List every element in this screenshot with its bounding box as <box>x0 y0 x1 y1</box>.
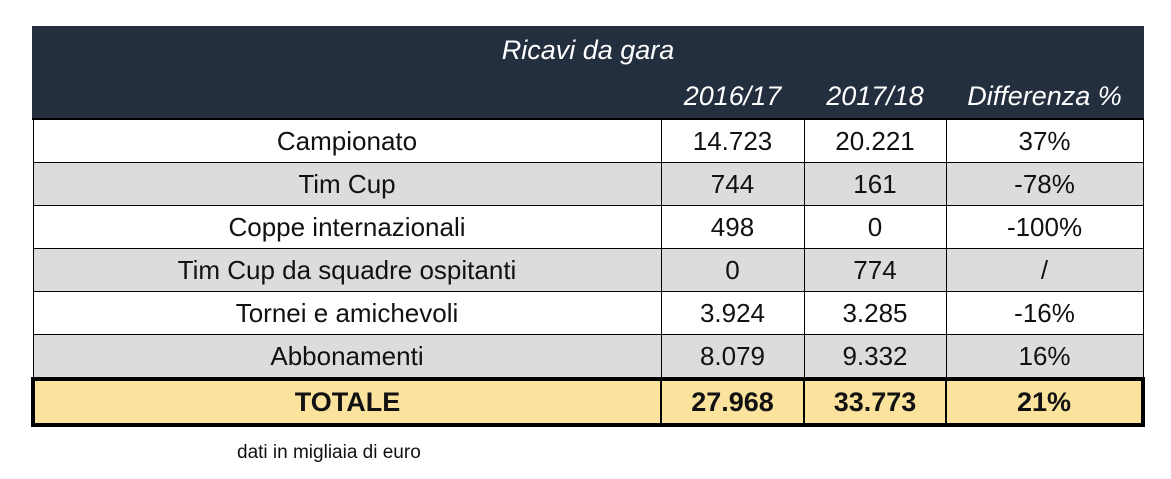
row-diff: / <box>945 248 1144 292</box>
row-value-2017-18: 3.285 <box>803 291 947 335</box>
column-header-label <box>32 72 662 120</box>
row-value-2017-18: 161 <box>803 162 947 206</box>
column-header-row: 2016/17 2017/18 Differenza % <box>32 72 1145 120</box>
row-label: Tim Cup da squadre ospitanti <box>32 248 662 292</box>
row-diff: -100% <box>945 205 1144 249</box>
total-label: TOTALE <box>31 377 662 427</box>
row-diff: 16% <box>945 334 1144 380</box>
footnote: dati in migliaia di euro <box>237 442 421 463</box>
total-value-2017-18: 33.773 <box>803 377 947 427</box>
column-header-2017-18: 2017/18 <box>803 72 947 120</box>
row-value-2016-17: 3.924 <box>660 291 805 335</box>
total-diff: 21% <box>944 377 1146 427</box>
row-diff: -78% <box>945 162 1144 206</box>
row-diff: -16% <box>945 291 1144 335</box>
table-row: Tornei e amichevoli 3.924 3.285 -16% <box>32 291 1144 335</box>
row-diff: 37% <box>945 118 1144 163</box>
row-value-2017-18: 9.332 <box>803 334 947 380</box>
row-value-2017-18: 774 <box>803 248 947 292</box>
table-row: Coppe internazionali 498 0 -100% <box>32 205 1144 249</box>
row-value-2016-17: 744 <box>660 162 805 206</box>
table-row: Tim Cup da squadre ospitanti 0 774 / <box>32 248 1144 292</box>
table-row: Campionato 14.723 20.221 37% <box>32 118 1144 163</box>
row-label: Campionato <box>32 118 662 163</box>
column-header-differenza: Differenza % <box>944 72 1145 120</box>
row-value-2016-17: 8.079 <box>660 334 805 380</box>
row-value-2017-18: 0 <box>803 205 947 249</box>
revenue-table: Ricavi da gara 2016/17 2017/18 Differenz… <box>31 26 1146 427</box>
row-value-2016-17: 0 <box>660 248 805 292</box>
total-value-2016-17: 27.968 <box>660 377 805 427</box>
row-label: Tornei e amichevoli <box>32 291 662 335</box>
row-label: Abbonamenti <box>32 334 662 380</box>
table-row: Tim Cup 744 161 -78% <box>32 162 1144 206</box>
table-title: Ricavi da gara <box>31 26 1145 74</box>
revenue-table-container: Ricavi da gara 2016/17 2017/18 Differenz… <box>31 26 1146 427</box>
row-label: Coppe internazionali <box>32 205 662 249</box>
row-value-2017-18: 20.221 <box>803 118 947 163</box>
row-value-2016-17: 14.723 <box>660 118 805 163</box>
row-value-2016-17: 498 <box>660 205 805 249</box>
row-label: Tim Cup <box>32 162 662 206</box>
column-header-2016-17: 2016/17 <box>660 72 805 120</box>
total-row: TOTALE 27.968 33.773 21% <box>31 377 1146 427</box>
table-row: Abbonamenti 8.079 9.332 16% <box>32 334 1144 380</box>
